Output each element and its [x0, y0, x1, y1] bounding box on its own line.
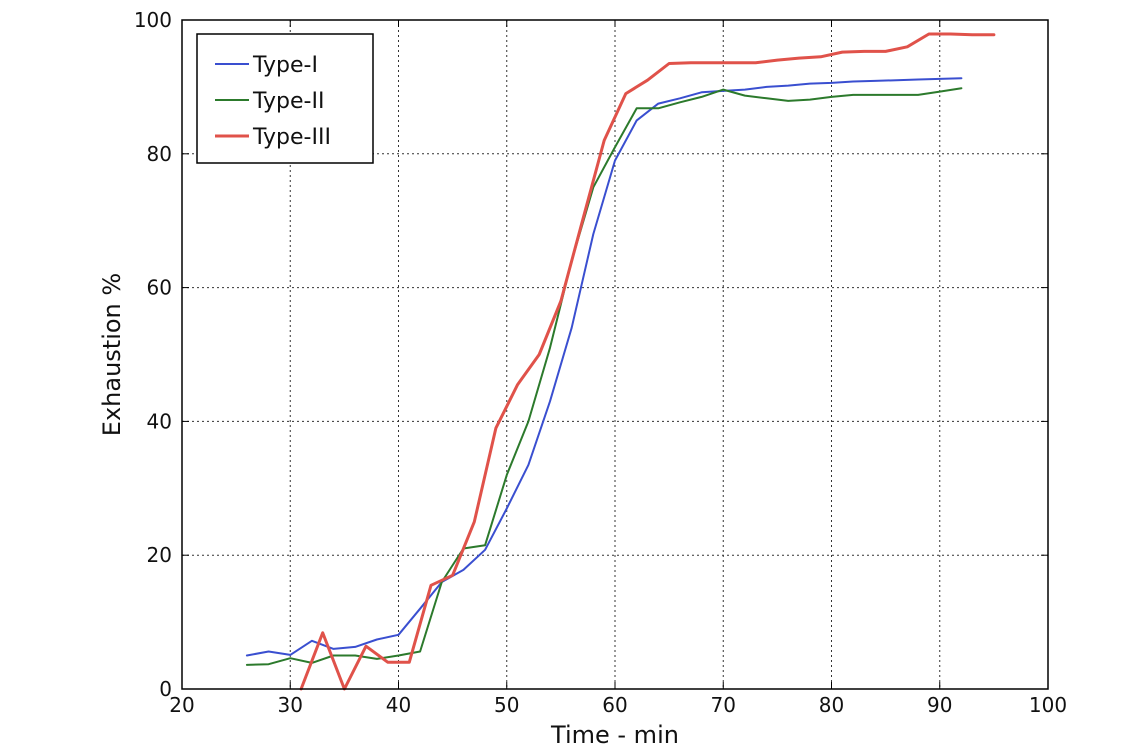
y-tick-label: 40 — [147, 409, 172, 433]
legend: Type-I Type-II Type-III — [196, 33, 374, 164]
y-tick-labels: 0 20 40 60 80 100 — [134, 8, 172, 701]
y-tick-label: 100 — [134, 8, 172, 32]
x-tick-label: 80 — [819, 693, 844, 717]
legend-label-type-i: Type-I — [252, 53, 318, 78]
x-tick-labels: 20 30 40 50 60 70 80 90 100 — [169, 693, 1067, 717]
x-tick-label: 70 — [711, 693, 736, 717]
x-tick-label: 50 — [494, 693, 519, 717]
x-tick-label: 100 — [1029, 693, 1067, 717]
x-tick-label: 30 — [278, 693, 303, 717]
legend-box — [196, 33, 374, 164]
y-axis-label: Exhaustion % — [98, 273, 126, 436]
y-tick-label: 20 — [147, 543, 172, 567]
legend-label-type-iii: Type-III — [252, 125, 331, 150]
x-tick-label: 20 — [169, 693, 194, 717]
y-tick-label: 60 — [147, 276, 172, 300]
x-axis-label: Time - min — [550, 721, 679, 749]
legend-label-type-ii: Type-II — [252, 89, 324, 114]
y-tick-label: 80 — [147, 142, 172, 166]
x-tick-label: 90 — [927, 693, 952, 717]
y-tick-label: 0 — [159, 677, 172, 701]
x-tick-label: 40 — [386, 693, 411, 717]
tick-marks — [181, 19, 1049, 690]
series-line-type-i — [245, 77, 963, 657]
series-lines — [245, 32, 996, 691]
x-tick-label: 60 — [602, 693, 627, 717]
series-line-type-ii — [245, 87, 963, 666]
series-line-type-iii — [299, 32, 996, 691]
